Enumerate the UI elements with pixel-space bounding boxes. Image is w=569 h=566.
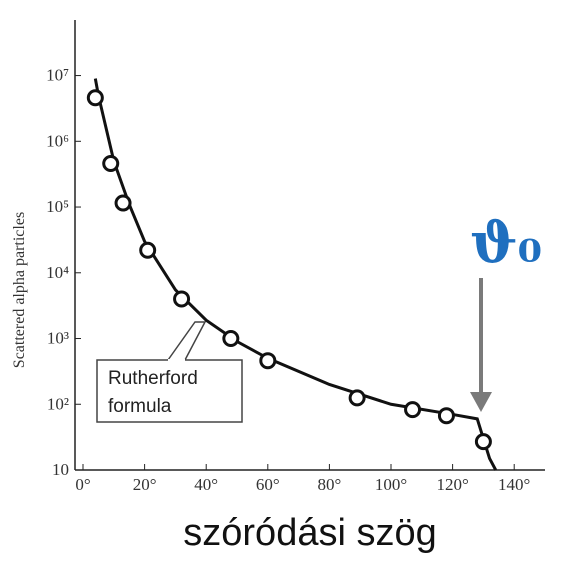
y-tick-label: 10	[52, 460, 69, 479]
x-axis-label: szóródási szög	[183, 512, 436, 554]
y-tick-label: 10⁵	[46, 197, 69, 216]
x-tick-label: 140°	[498, 475, 530, 494]
y-axis-label: Scattered alpha particles	[11, 212, 28, 368]
data-point	[173, 290, 191, 308]
data-point	[139, 241, 157, 259]
x-tick-label: 80°	[317, 475, 341, 494]
annotation-text: formula	[108, 396, 172, 417]
data-point	[114, 194, 132, 212]
theta-label: ϑ₀	[470, 210, 542, 276]
annotation-pointer	[167, 321, 207, 361]
y-tick-label: 10³	[47, 329, 69, 348]
data-point	[437, 407, 455, 425]
data-point	[222, 330, 240, 348]
y-tick-label: 10⁴	[46, 263, 69, 282]
data-point	[348, 389, 366, 407]
y-tick-label: 10⁷	[46, 66, 69, 85]
x-tick-label: 20°	[133, 475, 157, 494]
data-point	[404, 401, 422, 419]
y-tick-label: 10⁶	[46, 131, 69, 150]
annotation-text: Rutherford	[108, 368, 198, 389]
data-point	[102, 154, 120, 172]
y-tick-label: 10²	[47, 394, 69, 413]
x-tick-label: 100°	[375, 475, 407, 494]
curve	[93, 78, 498, 471]
x-tick-label: 120°	[436, 475, 468, 494]
data-point	[259, 352, 277, 370]
x-tick-label: 0°	[75, 475, 90, 494]
data-point	[474, 433, 492, 451]
arrow-head	[470, 392, 492, 412]
annotation-box	[96, 359, 243, 423]
x-tick-label: 60°	[256, 475, 280, 494]
data-point	[86, 89, 104, 107]
x-tick-label: 40°	[194, 475, 218, 494]
